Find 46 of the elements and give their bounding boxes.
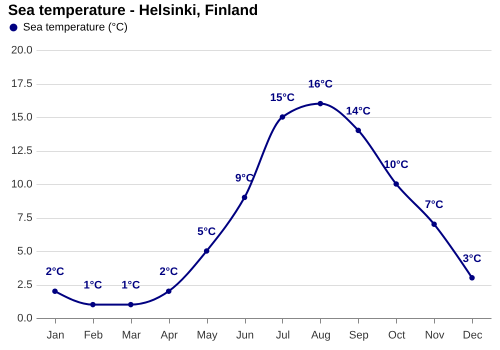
x-tick-label: May — [196, 330, 218, 342]
point — [90, 302, 96, 308]
chart-title: Sea temperature - Helsinki, Finland — [8, 2, 258, 19]
y-tick-label: 5.0 — [17, 246, 32, 258]
x-tick-label: Jun — [236, 330, 254, 342]
data-label: 16°C — [308, 78, 333, 91]
y-tick-label: 15.0 — [11, 112, 32, 124]
y-tick-label: 17.5 — [11, 78, 32, 90]
point — [356, 128, 362, 134]
x-tick-label: Jan — [46, 330, 64, 342]
y-tick-label: 10.0 — [11, 178, 32, 190]
data-label: 14°C — [346, 105, 371, 118]
data-label: 7°C — [424, 199, 444, 212]
x-tick-label: Nov — [424, 330, 445, 342]
point — [242, 194, 248, 200]
x-tick-label: Feb — [84, 330, 103, 342]
y-tick-label: 2.5 — [17, 279, 32, 291]
point — [52, 288, 58, 294]
y-tick-label: 0.0 — [17, 312, 32, 324]
data-label: 1°C — [122, 280, 140, 292]
point — [166, 288, 172, 294]
y-tick-label: 7.5 — [17, 212, 32, 224]
legend-label: Sea temperature (°C) — [23, 22, 128, 34]
data-label: 1°C — [84, 280, 102, 292]
x-tick-label: Dec — [462, 330, 483, 342]
y-tick-label: 20.0 — [11, 44, 32, 56]
point — [469, 275, 475, 281]
data-label: 5°C — [197, 226, 216, 238]
point — [431, 221, 437, 227]
x-tick-label: Apr — [160, 330, 178, 342]
point — [204, 248, 210, 254]
x-tick-label: Sep — [349, 330, 369, 342]
x-tick-label: Mar — [122, 330, 142, 342]
point — [318, 100, 324, 106]
y-tick-label: 12.5 — [11, 145, 32, 157]
x-tick-label: Aug — [311, 330, 331, 342]
x-tick-label: Oct — [388, 330, 406, 342]
point — [393, 181, 399, 187]
data-label: 2°C — [159, 266, 178, 278]
x-tick-label: Jul — [276, 330, 290, 342]
data-label: 15°C — [270, 92, 295, 104]
data-label: 10°C — [384, 159, 409, 171]
point — [128, 302, 134, 308]
data-label: 3°C — [462, 252, 482, 265]
data-label: 2°C — [46, 266, 64, 278]
point — [280, 114, 286, 120]
